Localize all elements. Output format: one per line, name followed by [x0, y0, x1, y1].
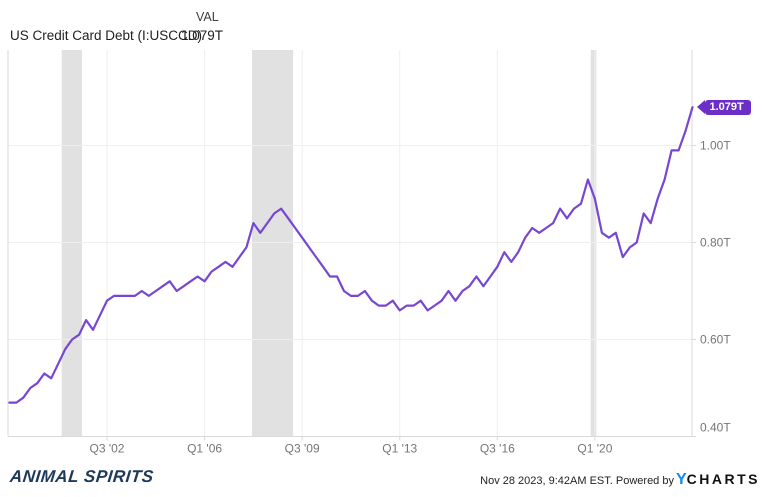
debt-series-line — [8, 106, 694, 404]
y-tick-label: 0.80T — [700, 236, 731, 250]
value-column-header: VAL — [196, 10, 219, 24]
y-tick-label: 0.40T — [700, 421, 731, 435]
last-value-badge: 1.079T — [696, 99, 751, 115]
ycharts-logo-y: Y — [675, 471, 687, 488]
timestamp-text: Nov 28 2023, 9:42AM EST. Powered by — [480, 475, 674, 487]
ycharts-logo-text: CHARTS — [686, 471, 760, 487]
y-tick-label: 1.00T — [700, 139, 731, 153]
recession-band — [590, 50, 597, 437]
animal-spirits-logo: ANIMAL SPIRITS — [9, 467, 155, 486]
x-tick-label: Q3 '09 — [285, 442, 320, 456]
page-title: US Credit Card Debt (I:USCCD) — [10, 28, 203, 43]
x-tick-label: Q1 '06 — [187, 442, 222, 456]
current-value: 1.079T — [181, 28, 224, 43]
x-tick-label: Q3 '02 — [89, 442, 124, 456]
x-tick-label: Q3 '16 — [480, 442, 515, 456]
y-tick-label: 0.60T — [700, 333, 731, 347]
x-tick-label: Q1 '20 — [577, 442, 612, 456]
recession-band — [61, 50, 82, 437]
recession-band — [251, 50, 294, 437]
last-value-badge-label: 1.079T — [709, 100, 744, 113]
x-tick-label: Q1 '13 — [382, 442, 417, 456]
ycharts-logo[interactable]: Y CHARTS — [676, 471, 760, 489]
attribution: Nov 28 2023, 9:42AM EST. Powered by Y CHA… — [480, 471, 760, 489]
